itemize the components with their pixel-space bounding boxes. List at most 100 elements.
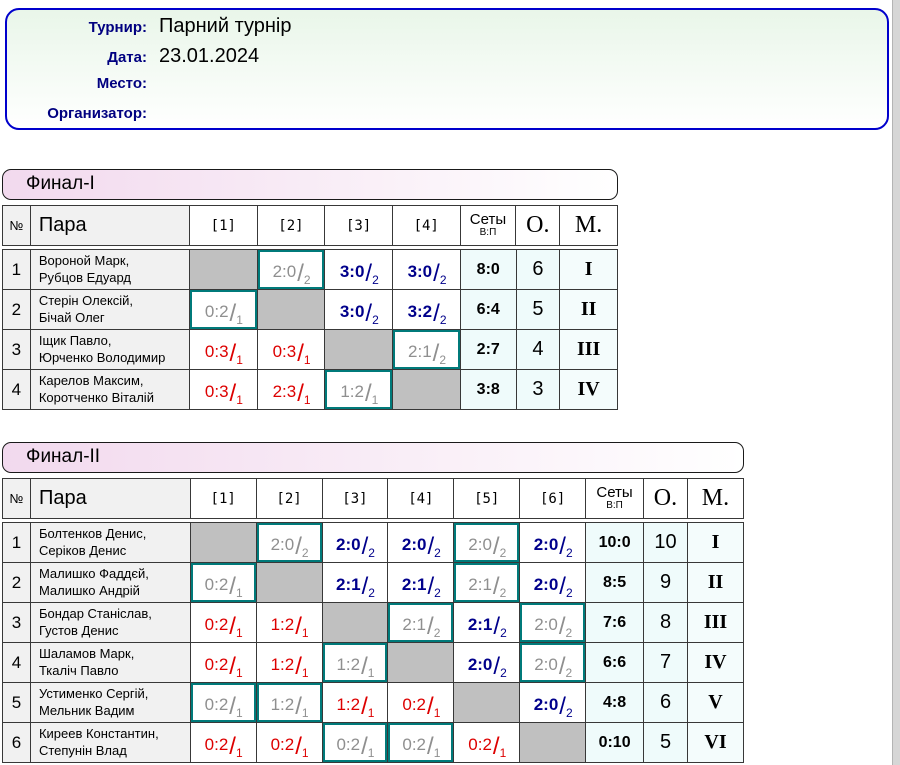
match-score: 2:0 bbox=[533, 694, 559, 714]
match-points-sub: 2 bbox=[565, 585, 573, 600]
sets-total: 6:4 bbox=[459, 289, 517, 330]
match-score: 2:0 bbox=[534, 654, 558, 674]
match-points-sub: 1 bbox=[235, 745, 243, 760]
row-number: 3 bbox=[2, 602, 31, 643]
match-result-cell: 2:0/2 bbox=[387, 522, 455, 563]
pair-name-line2: Серіков Денис bbox=[38, 542, 127, 558]
col-header-place: М. bbox=[559, 205, 618, 246]
window-scrollbar[interactable] bbox=[892, 0, 900, 765]
diagonal-cell bbox=[453, 682, 521, 723]
score-slash: / bbox=[559, 692, 566, 720]
table-row: 5 Устименко Сергій, Мельник Вадим 0:2/1 1:2/… bbox=[2, 682, 744, 723]
place-rank: I bbox=[687, 522, 744, 563]
pair-name-line1: Бондар Станіслав, bbox=[38, 605, 152, 621]
sets-total: 8:0 bbox=[459, 249, 517, 290]
match-score: 3:0 bbox=[339, 261, 365, 281]
pair-name-line2: Юрченко Володимир bbox=[38, 349, 166, 365]
pair-name-line2: Густов Денис bbox=[38, 622, 119, 638]
col-header-sets: Сеты В:П bbox=[459, 205, 517, 246]
table-header-row: № Пара [1] [2] [3] [4] Сеты В:П О. М. bbox=[2, 205, 618, 246]
points-total: 6 bbox=[643, 682, 688, 723]
sets-header-main: Сеты bbox=[469, 211, 507, 229]
pair-name-line2: Степунін Влад bbox=[38, 742, 127, 758]
sets-header-sub: В:П bbox=[606, 500, 623, 512]
match-score: 2:1 bbox=[467, 614, 493, 634]
points-total: 9 bbox=[643, 562, 688, 603]
place-label: Место: bbox=[96, 75, 147, 92]
score-slash: / bbox=[295, 652, 302, 680]
points-total: 5 bbox=[643, 722, 688, 763]
place-rank: III bbox=[559, 329, 618, 370]
match-score: 0:2 bbox=[402, 694, 427, 714]
match-result-cell: 1:2/1 bbox=[255, 682, 323, 723]
match-points-sub: 2 bbox=[434, 585, 441, 600]
date-value: 23.01.2024 bbox=[159, 45, 260, 67]
score-slash: / bbox=[492, 532, 500, 560]
match-points-sub: 1 bbox=[371, 392, 379, 407]
match-result-cell: 1:2/1 bbox=[321, 642, 389, 683]
place-rank: III bbox=[687, 602, 744, 643]
table-row: 2 Стерін Олексій, Бічай Олег 0:2/1 3:0/2 3:2/… bbox=[2, 289, 618, 330]
score-slash: / bbox=[492, 572, 500, 600]
table-row: 6 Киреев Константин, Степунін Влад 0:2/1 0:2… bbox=[2, 722, 744, 763]
score-slash: / bbox=[229, 652, 236, 680]
match-points-sub: 1 bbox=[235, 585, 243, 600]
match-result-cell: 2:0/2 bbox=[255, 522, 323, 563]
pair-name-line1: Стерін Олексій, bbox=[38, 292, 134, 308]
diagonal-cell bbox=[256, 289, 326, 330]
score-slash: / bbox=[427, 692, 434, 720]
match-score: 2:0 bbox=[468, 534, 492, 554]
match-points-sub: 1 bbox=[367, 745, 375, 760]
match-score: 2:0 bbox=[533, 534, 559, 554]
sets-total: 3:8 bbox=[459, 369, 517, 410]
match-result-cell: 2:0/2 bbox=[519, 522, 587, 563]
match-points-sub: 1 bbox=[303, 352, 311, 367]
row-number: 2 bbox=[2, 289, 31, 330]
match-result-cell: 2:1/2 bbox=[387, 562, 455, 603]
match-points-sub: 2 bbox=[301, 545, 309, 560]
match-score: 3:0 bbox=[407, 261, 433, 281]
score-slash: / bbox=[365, 259, 373, 287]
table-row: 4 Шаламов Марк, Ткаліч Павло 0:2/1 1:2/1 1:2/… bbox=[2, 642, 744, 683]
match-result-cell: 0:2/1 bbox=[387, 682, 455, 723]
match-points-sub: 2 bbox=[565, 705, 573, 720]
info-row-date: Дата: 23.01.2024 bbox=[7, 45, 887, 75]
pair-names: Стерін Олексій, Бічай Олег bbox=[29, 289, 191, 330]
match-result-cell: 3:0/2 bbox=[324, 289, 394, 330]
match-points-sub: 2 bbox=[439, 352, 447, 367]
table-header: № Пара [1] [2] [3] [4] [5] [6] Сеты В:П О. М. bbox=[2, 478, 745, 519]
match-score: 0:3 bbox=[204, 341, 229, 361]
col-header-place: М. bbox=[686, 478, 745, 519]
match-result-cell: 2:1/2 bbox=[453, 562, 521, 603]
match-points-sub: 2 bbox=[565, 625, 573, 640]
match-result-cell: 0:2/1 bbox=[255, 722, 323, 763]
col-header-round: [4] bbox=[391, 205, 461, 246]
points-total: 6 bbox=[515, 249, 561, 290]
score-slash: / bbox=[493, 612, 501, 640]
diagonal-cell bbox=[189, 522, 257, 563]
table-row: 2 Малишко Фаддєй, Малишко Андрій 0:2/1 2:1/2… bbox=[2, 562, 744, 603]
sets-total: 7:6 bbox=[585, 602, 645, 643]
match-points-sub: 2 bbox=[499, 545, 507, 560]
row-number: 1 bbox=[2, 249, 31, 290]
match-points-sub: 1 bbox=[235, 705, 243, 720]
diagonal-cell bbox=[189, 249, 258, 290]
match-score: 2:0 bbox=[534, 614, 558, 634]
col-header-number: № bbox=[2, 205, 31, 246]
match-result-cell: 2:1/2 bbox=[387, 602, 455, 643]
pair-name-line2: Бічай Олег bbox=[38, 309, 105, 325]
match-result-cell: 1:2/1 bbox=[255, 642, 323, 683]
section-final-1: Финал-I № Пара [1] [2] [3] [4] Сеты В:П О. М. 1 Вор… bbox=[2, 169, 618, 410]
match-score: 0:2 bbox=[336, 734, 361, 754]
results-table-final-2: № Пара [1] [2] [3] [4] [5] [6] Сеты В:П О. М. 1 Болте… bbox=[2, 478, 745, 763]
col-header-number: № bbox=[2, 478, 31, 519]
table-row: 1 Болтенков Денис, Серіков Денис 2:0/2 2:0/2… bbox=[2, 522, 744, 563]
info-row-tournament: Турнир: Парний турнір bbox=[7, 15, 887, 45]
info-row-organizer: Организатор: bbox=[7, 105, 887, 135]
score-slash: / bbox=[297, 339, 304, 367]
match-score: 0:2 bbox=[204, 694, 229, 714]
score-slash: / bbox=[229, 612, 236, 640]
match-points-sub: 1 bbox=[301, 745, 309, 760]
score-slash: / bbox=[361, 692, 368, 720]
points-total: 5 bbox=[515, 289, 561, 330]
